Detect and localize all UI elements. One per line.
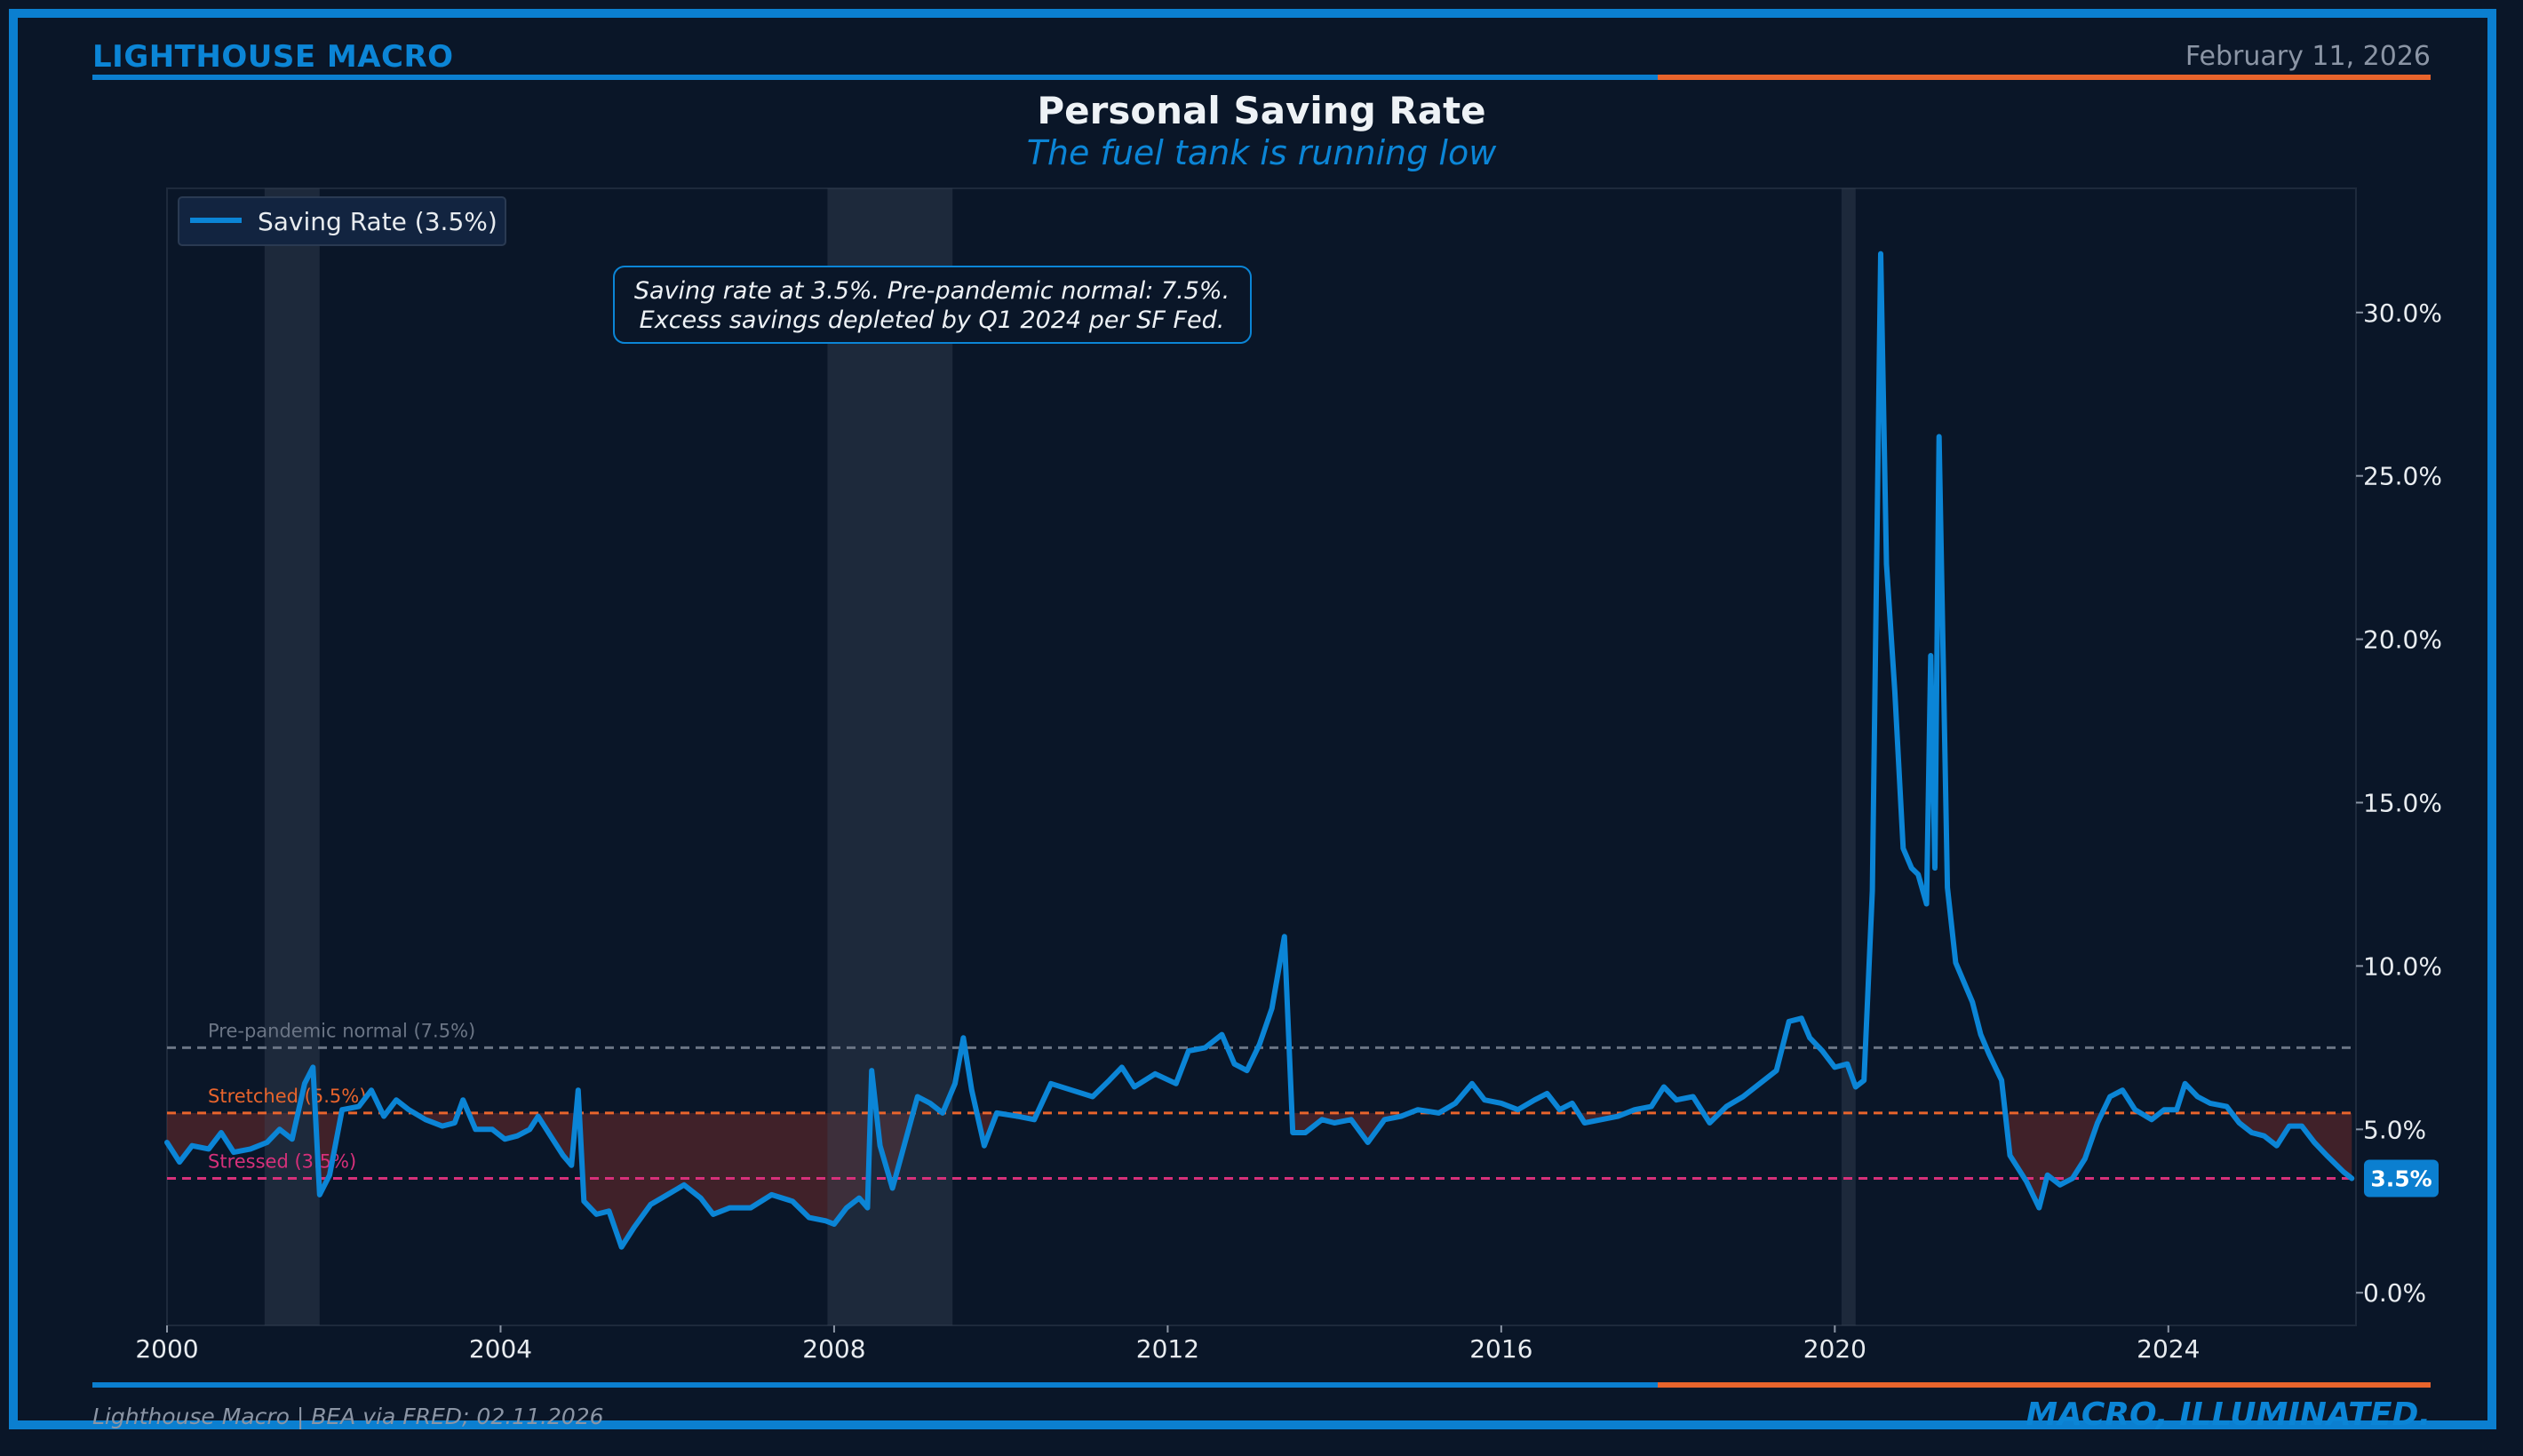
legend-box: [178, 196, 506, 246]
x-tick-label: 2024: [2137, 1334, 2200, 1364]
brand-title: LIGHTHOUSE MACRO: [92, 39, 454, 75]
footer-source: Lighthouse Macro | BEA via FRED; 02.11.2…: [92, 1404, 604, 1429]
x-tick-label: 2008: [802, 1334, 865, 1364]
x-tick-label: 2000: [135, 1334, 198, 1364]
y-tick-label: 5.0%: [2363, 1115, 2426, 1144]
chart-subtitle: The fuel tank is running low: [1026, 133, 1497, 172]
current-value-label: 3.5%: [2370, 1166, 2431, 1191]
current-value-box: [2364, 1159, 2439, 1197]
plot-area: [166, 187, 2357, 1326]
annotation-box: Saving rate at 3.5%. Pre-pandemic normal…: [613, 266, 1252, 344]
y-tick-label: 10.0%: [2363, 951, 2442, 981]
chart-frame: [9, 9, 2496, 1429]
footer-rule-blue: [92, 1382, 1658, 1388]
annotation-line-2: Excess savings depleted by Q1 2024 per S…: [640, 306, 1225, 334]
y-tick-label: 15.0%: [2363, 788, 2442, 817]
stretched-shade-region: [876, 1112, 913, 1189]
stretched-shade-region: [468, 1112, 577, 1166]
footer-rule-orange: [1658, 1382, 2431, 1388]
y-tick-label: 30.0%: [2363, 298, 2442, 328]
chart-title: Personal Saving Rate: [1037, 89, 1486, 132]
chart-legend: Saving Rate (3.5%): [178, 196, 506, 246]
reference-line-label: Pre-pandemic normal (7.5%): [208, 1020, 475, 1041]
stretched-shade-region: [1292, 1112, 1410, 1143]
x-tick-label: 2004: [469, 1334, 532, 1364]
header-rule-orange: [1658, 75, 2431, 80]
saving-rate-line: [164, 251, 2355, 1250]
header-rule-blue: [92, 75, 1658, 80]
report-date: February 11, 2026: [2185, 41, 2431, 72]
x-tick-label: 2020: [1803, 1334, 1866, 1364]
footer-tagline: MACRO, ILLUMINATED.: [2026, 1396, 2431, 1433]
x-tick-label: 2016: [1469, 1334, 1532, 1364]
y-tick-label: 20.0%: [2363, 625, 2442, 655]
recession-band: [1841, 188, 1856, 1325]
legend-label: Saving Rate (3.5%): [258, 207, 497, 236]
stretched-shade-region: [2232, 1112, 2352, 1179]
y-tick-label: 0.0%: [2363, 1278, 2426, 1308]
current-value-badge: 3.5%: [2364, 1159, 2439, 1197]
y-tick-label: 25.0%: [2363, 462, 2442, 491]
stretched-shade-region: [579, 1112, 871, 1247]
stretched-shade-region: [167, 1112, 298, 1163]
recession-band: [827, 188, 953, 1325]
x-tick-label: 2012: [1136, 1334, 1199, 1364]
annotation-frame: [613, 266, 1252, 344]
reference-line-label: Stretched (5.5%): [208, 1086, 366, 1107]
annotation-line-1: Saving rate at 3.5%. Pre-pandemic normal…: [634, 277, 1230, 305]
